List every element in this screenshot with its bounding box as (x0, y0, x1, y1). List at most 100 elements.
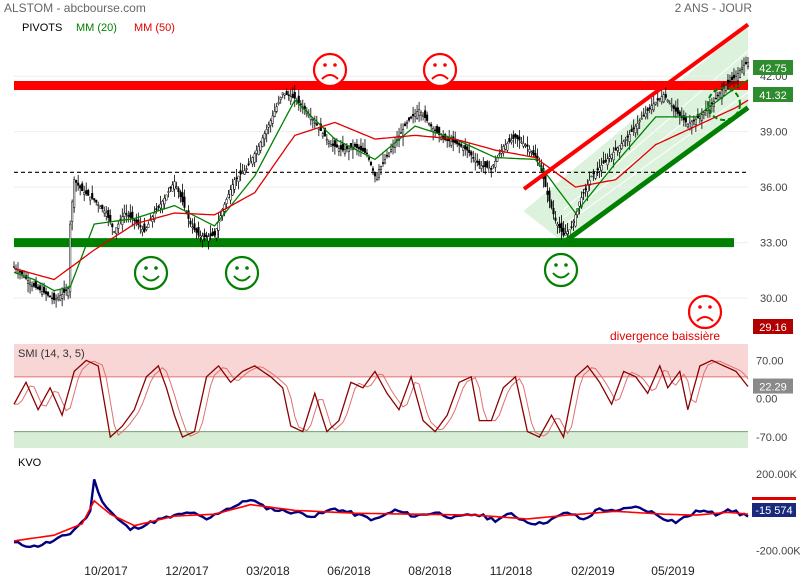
mm50-line (13, 99, 749, 281)
candle-body (293, 92, 296, 99)
candle-body (207, 236, 210, 242)
candle-body (97, 204, 100, 206)
candle-body (345, 145, 348, 150)
happy-face-2 (224, 255, 260, 291)
candle-body (333, 140, 336, 147)
candle-body (289, 96, 292, 102)
candle-body (175, 186, 178, 188)
candle-body (181, 192, 184, 203)
candle-body (129, 212, 132, 218)
divergence-annotation: divergence baissière (610, 329, 720, 343)
candle-body (47, 292, 50, 296)
candle-body (418, 109, 421, 116)
sad-face-3-mouth (696, 316, 714, 322)
candle-body (145, 227, 148, 230)
candle-body (101, 204, 104, 209)
candle-body (341, 143, 344, 151)
candle-body (315, 123, 318, 126)
candle-body (373, 172, 377, 177)
candle-body (231, 184, 234, 196)
kvo-tick-label: -200.00K (756, 545, 800, 557)
candle-body (486, 161, 489, 168)
candle-body (201, 235, 204, 241)
candle-body (434, 129, 437, 132)
candle-body (273, 111, 276, 117)
candle-body (343, 149, 346, 155)
candle-body (281, 92, 284, 95)
smi-overbought-zone (14, 344, 748, 377)
candle-body (686, 124, 689, 128)
candle-body (658, 98, 661, 100)
sad-face-3-eye-left (698, 305, 702, 309)
candle-body (143, 223, 146, 232)
resistance-badge: 41.32 (759, 90, 787, 102)
candle-body (642, 114, 645, 117)
candle-body (472, 157, 475, 159)
candle-body (77, 182, 80, 186)
x-tick-label: 08/2018 (408, 564, 452, 578)
candle-body (26, 280, 30, 284)
candle-body (239, 170, 242, 175)
candle-body (199, 235, 202, 238)
candle-body (590, 175, 593, 178)
candle-body (710, 102, 713, 105)
candle-body (105, 212, 108, 217)
candle-body (37, 286, 40, 290)
kvo-value-badge: -15 574 (755, 505, 792, 517)
smi-tick-label: 0.00 (756, 394, 777, 406)
candle-body (99, 206, 102, 209)
candle-body (690, 121, 693, 128)
candle-body (620, 143, 623, 149)
candle-body (412, 114, 415, 117)
candle-body (179, 191, 182, 198)
happy-face-3-eye-left (554, 263, 558, 267)
candle-body (460, 144, 463, 147)
candle-body (91, 193, 94, 199)
kvo-value-box (752, 503, 796, 517)
candle-body (562, 227, 565, 236)
candle-body (89, 196, 92, 201)
candle-body (660, 96, 663, 103)
candle-body (488, 167, 491, 174)
candle-body (117, 223, 120, 229)
candle-body (111, 223, 114, 228)
candle-body (474, 159, 477, 163)
candle-body (514, 133, 517, 138)
candle-body (566, 231, 569, 235)
candle-body (353, 143, 356, 147)
candle-body (622, 141, 625, 147)
candle-body (355, 143, 358, 148)
candle-body (676, 107, 679, 114)
candle-body (608, 156, 611, 159)
happy-face-1 (133, 255, 169, 291)
candle-body (462, 147, 465, 151)
candle-body (55, 298, 58, 301)
candle-body (233, 179, 236, 190)
candle-body (247, 163, 250, 166)
candle-body (203, 233, 206, 237)
candle-body (570, 226, 573, 229)
candle-body (628, 134, 631, 142)
candle-body (381, 162, 385, 164)
candle-body (616, 147, 619, 151)
candle-body (183, 196, 186, 208)
candle-body (299, 103, 302, 106)
candle-body (167, 191, 170, 193)
candle-body (556, 223, 559, 226)
candle-body (684, 116, 687, 123)
resistance-badge-box (753, 87, 793, 102)
candle-body (131, 211, 134, 220)
candle-body (65, 289, 68, 291)
happy-face-1-outline (133, 255, 169, 291)
candle-body (291, 94, 294, 98)
candle-body (335, 144, 338, 148)
sad-face-1-mouth (321, 74, 339, 80)
candle-body (446, 139, 449, 141)
candle-body (71, 201, 74, 222)
candle-body (95, 199, 98, 203)
candle-body (85, 190, 88, 195)
smi-line (13, 359, 749, 439)
candle-body (584, 188, 587, 191)
candle-body (728, 80, 732, 83)
candle-body (155, 208, 158, 211)
